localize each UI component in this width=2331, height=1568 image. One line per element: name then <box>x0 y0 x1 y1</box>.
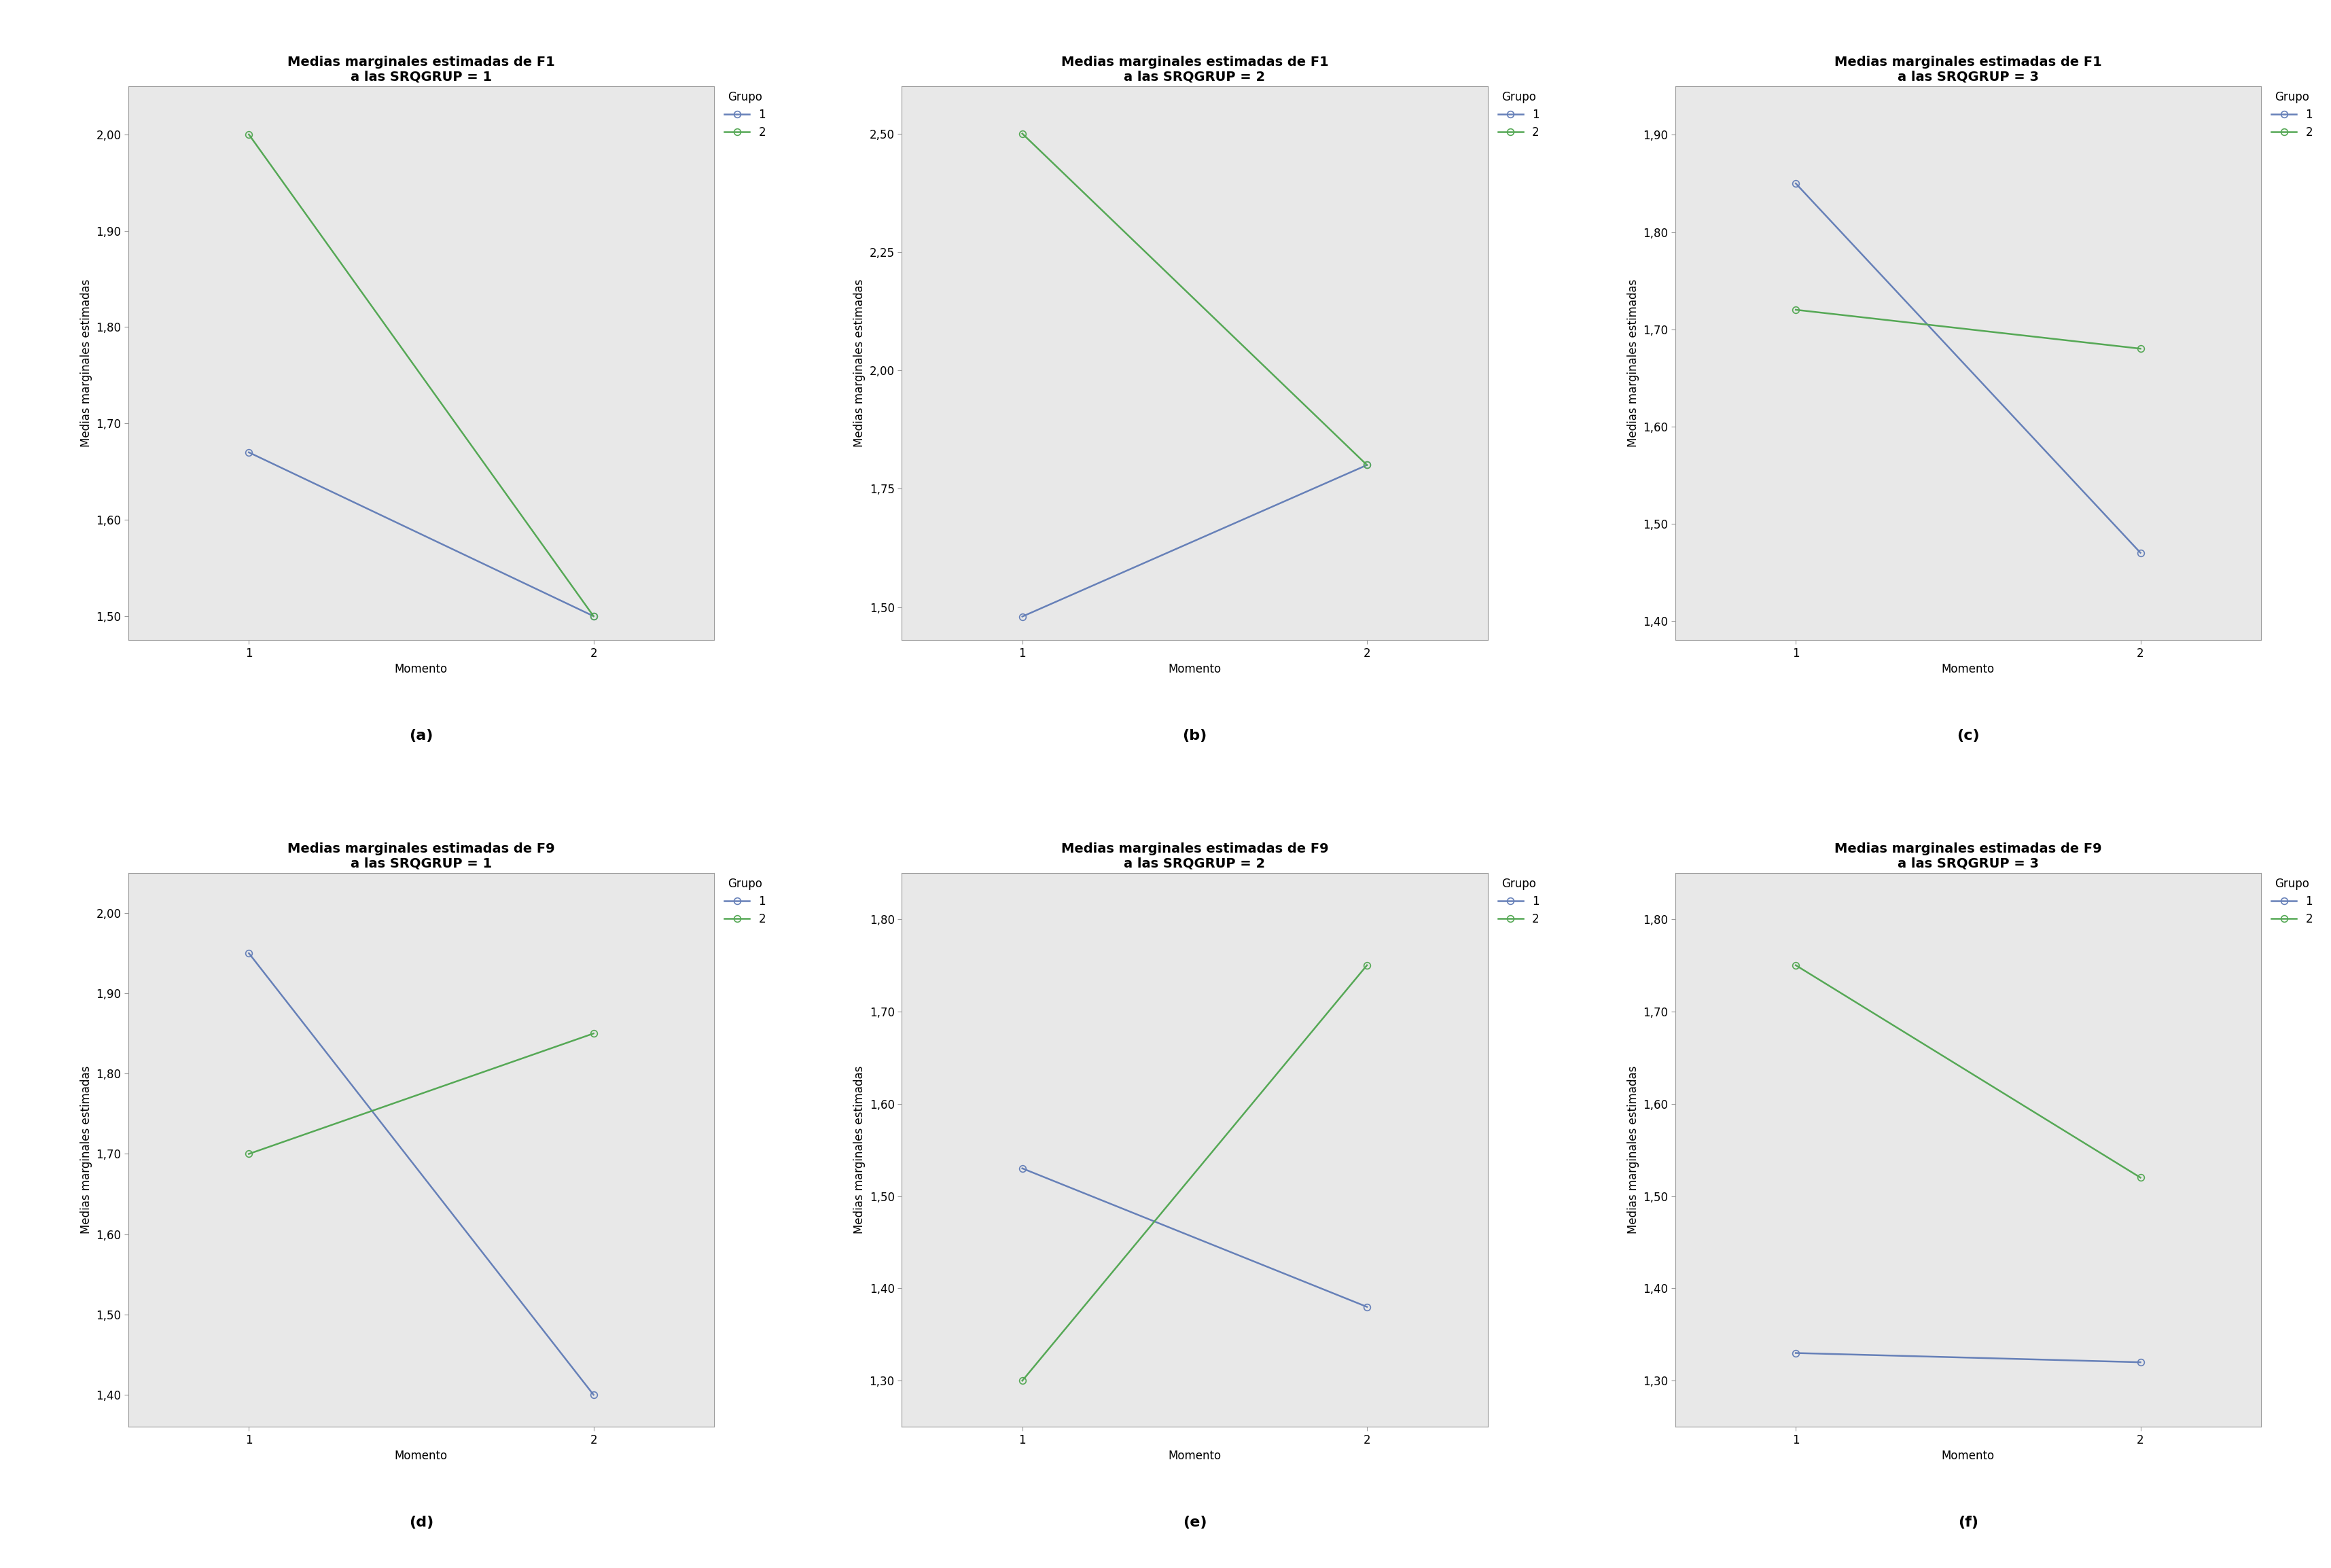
Y-axis label: Medias marginales estimadas: Medias marginales estimadas <box>79 1066 93 1234</box>
Text: (b): (b) <box>1182 729 1207 743</box>
2 <box>235 1145 263 1163</box>
1 <box>1009 607 1037 626</box>
Title: Medias marginales estimadas de F1
a las SRQGRUP = 2: Medias marginales estimadas de F1 a las … <box>1061 55 1329 83</box>
Y-axis label: Medias marginales estimadas: Medias marginales estimadas <box>1627 1066 1639 1234</box>
X-axis label: Momento: Momento <box>1168 1450 1221 1463</box>
Y-axis label: Medias marginales estimadas: Medias marginales estimadas <box>79 279 93 447</box>
1 <box>235 944 263 963</box>
1 <box>580 607 608 626</box>
1 <box>1352 1297 1380 1316</box>
Legend: 1, 2: 1, 2 <box>720 873 769 930</box>
X-axis label: Momento: Momento <box>394 1450 448 1463</box>
Text: (f): (f) <box>1958 1516 1979 1529</box>
Line: 1: 1 <box>1019 1165 1371 1311</box>
1 <box>580 1386 608 1405</box>
Text: (c): (c) <box>1956 729 1979 743</box>
Line: 2: 2 <box>245 1030 597 1157</box>
1 <box>1781 1344 1809 1363</box>
1 <box>2126 544 2154 563</box>
Title: Medias marginales estimadas de F1
a las SRQGRUP = 3: Medias marginales estimadas de F1 a las … <box>1834 55 2103 83</box>
1 <box>235 442 263 461</box>
2 <box>2126 1168 2154 1187</box>
Text: (e): (e) <box>1182 1516 1207 1529</box>
2 <box>580 1024 608 1043</box>
Legend: 1, 2: 1, 2 <box>1494 86 1543 143</box>
Title: Medias marginales estimadas de F1
a las SRQGRUP = 1: Medias marginales estimadas de F1 a las … <box>287 55 555 83</box>
2 <box>1352 956 1380 975</box>
2 <box>1009 1372 1037 1391</box>
2 <box>1781 301 1809 320</box>
2 <box>1352 456 1380 475</box>
Line: 2: 2 <box>1793 306 2145 351</box>
1 <box>1781 174 1809 193</box>
X-axis label: Momento: Momento <box>1942 663 1995 676</box>
Legend: 1, 2: 1, 2 <box>1494 873 1543 930</box>
Y-axis label: Medias marginales estimadas: Medias marginales estimadas <box>853 1066 865 1234</box>
2 <box>1009 124 1037 143</box>
1 <box>1352 456 1380 475</box>
X-axis label: Momento: Momento <box>1942 1450 1995 1463</box>
2 <box>1781 956 1809 975</box>
1 <box>1009 1159 1037 1178</box>
Line: 1: 1 <box>1793 180 2145 557</box>
Legend: 1, 2: 1, 2 <box>2268 873 2317 930</box>
Text: (d): (d) <box>408 1516 434 1529</box>
X-axis label: Momento: Momento <box>394 663 448 676</box>
2 <box>2126 339 2154 358</box>
Line: 1: 1 <box>245 448 597 619</box>
Line: 2: 2 <box>1019 130 1371 469</box>
Title: Medias marginales estimadas de F9
a las SRQGRUP = 3: Medias marginales estimadas de F9 a las … <box>1834 842 2103 870</box>
Legend: 1, 2: 1, 2 <box>2268 86 2317 143</box>
Y-axis label: Medias marginales estimadas: Medias marginales estimadas <box>853 279 865 447</box>
Y-axis label: Medias marginales estimadas: Medias marginales estimadas <box>1627 279 1639 447</box>
X-axis label: Momento: Momento <box>1168 663 1221 676</box>
Title: Medias marginales estimadas de F9
a las SRQGRUP = 2: Medias marginales estimadas de F9 a las … <box>1061 842 1329 870</box>
Line: 1: 1 <box>1793 1350 2145 1366</box>
Line: 1: 1 <box>245 950 597 1399</box>
Title: Medias marginales estimadas de F9
a las SRQGRUP = 1: Medias marginales estimadas de F9 a las … <box>287 842 555 870</box>
1 <box>2126 1353 2154 1372</box>
Legend: 1, 2: 1, 2 <box>720 86 769 143</box>
Text: (a): (a) <box>410 729 434 743</box>
Line: 2: 2 <box>1793 961 2145 1181</box>
Line: 2: 2 <box>1019 961 1371 1385</box>
Line: 1: 1 <box>1019 461 1371 619</box>
